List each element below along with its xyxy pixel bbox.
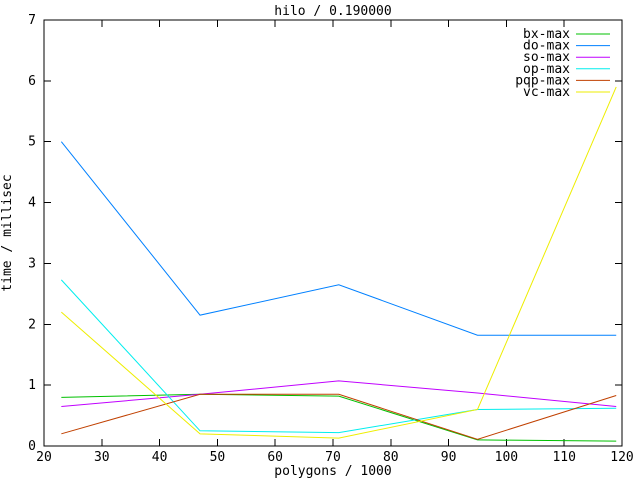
y-tick-label: 4	[28, 196, 36, 211]
y-tick-label: 3	[28, 256, 36, 271]
y-tick-label: 7	[28, 13, 36, 28]
x-tick-label: 120	[610, 450, 633, 465]
y-tick-label: 1	[28, 378, 36, 393]
x-axis-label: polygons / 1000	[274, 464, 391, 479]
legend-entry-pqp-max: pqp-max	[515, 73, 610, 88]
legend-entry-bx-max: bx-max	[523, 27, 610, 42]
y-axis-label: time / millisec	[0, 174, 15, 291]
x-tick-label: 70	[325, 450, 341, 465]
x-tick-label: 80	[383, 450, 399, 465]
x-tick-label: 30	[94, 450, 110, 465]
tick-marks	[43, 19, 623, 447]
legend-label: bx-max	[523, 27, 570, 42]
legend-label: vc-max	[523, 85, 570, 100]
series-line-vc-max	[61, 86, 617, 439]
series-line-so-max	[61, 380, 617, 407]
x-tick-label: 60	[267, 450, 283, 465]
legend-entry-do-max: do-max	[523, 39, 610, 54]
chart-title: hilo / 0.190000	[274, 4, 391, 19]
x-tick-label: 110	[552, 450, 575, 465]
series-line-pqp-max	[61, 393, 617, 440]
x-tick-label: 100	[495, 450, 518, 465]
series-lines	[60, 86, 617, 442]
legend-label: so-max	[523, 50, 570, 65]
tick-labels: 20 30 40 50 60 70 80 90 100 110 120 0 1 2 3 4 5 6 7	[28, 13, 634, 465]
y-tick-label: 0	[28, 439, 36, 454]
legend-entry-op-max: op-max	[523, 62, 610, 77]
y-tick-label: 5	[28, 135, 36, 150]
x-tick-label: 40	[152, 450, 168, 465]
x-tick-label: 90	[441, 450, 457, 465]
series-line-op-max	[60, 279, 617, 434]
legend-label: pqp-max	[515, 73, 570, 88]
legend-entry-so-max: so-max	[523, 50, 610, 65]
series-line-do-max	[60, 141, 617, 336]
series-line-bx-max	[61, 393, 617, 442]
y-tick-label: 6	[28, 74, 36, 89]
x-tick-label: 50	[210, 450, 226, 465]
x-tick-label: 20	[36, 450, 52, 465]
legend-entry-vc-max: vc-max	[523, 85, 610, 100]
legend-label: op-max	[523, 62, 570, 77]
y-tick-label: 2	[28, 317, 36, 332]
legend-label: do-max	[523, 39, 570, 54]
